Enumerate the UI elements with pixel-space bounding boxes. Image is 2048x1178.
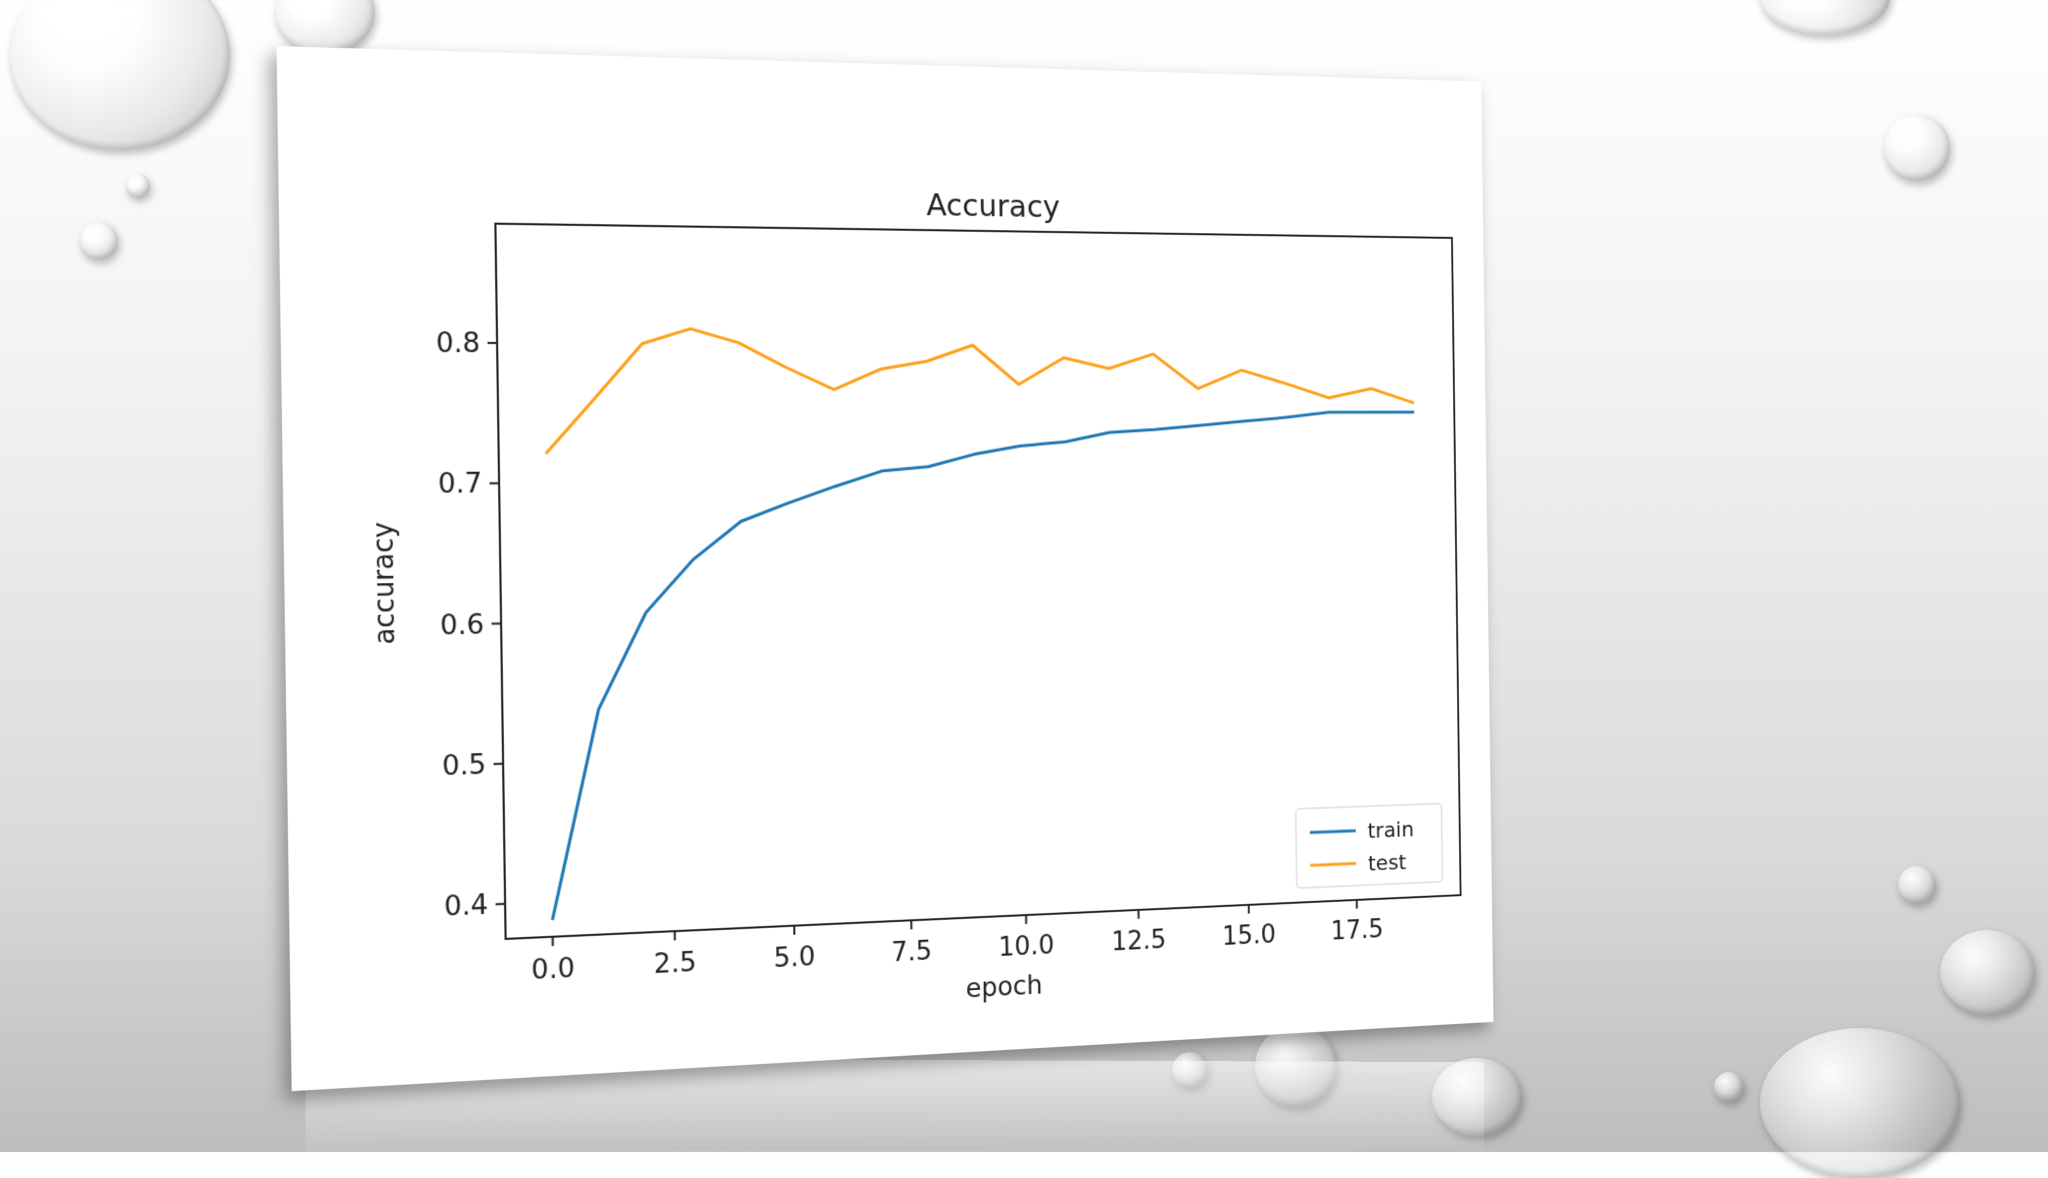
x-tick-label: 15.0 bbox=[1222, 920, 1276, 952]
series-lines bbox=[544, 328, 1420, 920]
x-tick-label: 17.5 bbox=[1330, 915, 1383, 947]
y-tick-label: 0.8 bbox=[436, 328, 481, 360]
legend-label-train: train bbox=[1367, 817, 1414, 843]
y-axis-label: accuracy bbox=[367, 522, 402, 645]
x-tick-label: 12.5 bbox=[1111, 925, 1166, 957]
y-tick-label: 0.5 bbox=[442, 749, 487, 782]
legend: train test bbox=[1296, 803, 1443, 888]
legend-label-test: test bbox=[1368, 850, 1407, 876]
y-tick-label: 0.7 bbox=[438, 468, 483, 500]
series-line-test bbox=[544, 328, 1415, 454]
x-axis-ticks: 0.0 2.5 5.0 7.5 10.0 12.5 15.0 17.5 bbox=[531, 899, 1384, 986]
water-drop-decoration bbox=[1898, 866, 1936, 904]
water-drop-decoration bbox=[1760, 0, 1890, 35]
x-tick-label: 0.0 bbox=[531, 953, 575, 986]
legend-line-train bbox=[1310, 831, 1356, 833]
water-drop-decoration bbox=[126, 174, 150, 198]
x-tick-label: 5.0 bbox=[774, 941, 816, 974]
chart-card: Accuracy 0.4 0.5 0.6 0.7 0.8 0.0 2.5 5.0 7.5 10.… bbox=[276, 46, 1493, 1091]
y-axis-ticks: 0.4 0.5 0.6 0.7 0.8 bbox=[436, 328, 506, 923]
legend-line-test bbox=[1310, 863, 1356, 865]
x-axis-label: epoch bbox=[965, 970, 1042, 1004]
accuracy-chart: Accuracy 0.4 0.5 0.6 0.7 0.8 0.0 2.5 5.0 7.5 10.… bbox=[276, 46, 1493, 1091]
water-drop-decoration bbox=[1714, 1072, 1744, 1102]
water-drop-decoration bbox=[1760, 1028, 1960, 1178]
water-drop-decoration bbox=[80, 222, 118, 260]
series-line-train bbox=[545, 412, 1420, 920]
x-tick-label: 7.5 bbox=[891, 936, 932, 968]
x-tick-label: 10.0 bbox=[998, 930, 1054, 963]
y-tick-label: 0.4 bbox=[444, 890, 489, 923]
chart-title: Accuracy bbox=[926, 189, 1060, 225]
water-drop-decoration bbox=[1940, 930, 2035, 1015]
x-tick-label: 2.5 bbox=[654, 947, 697, 980]
y-tick-label: 0.6 bbox=[440, 609, 485, 641]
